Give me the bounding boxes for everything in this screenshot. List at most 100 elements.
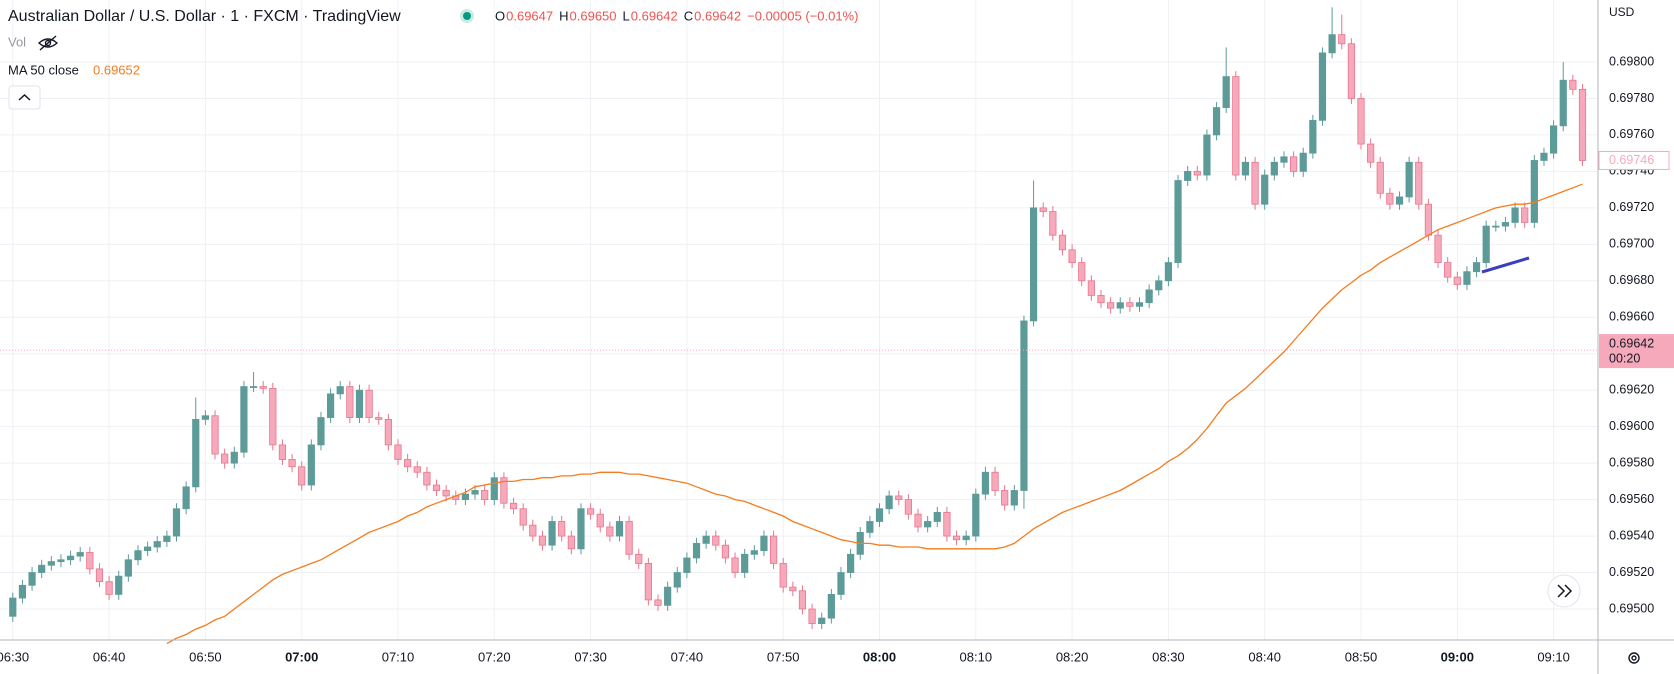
candle-body bbox=[500, 477, 508, 504]
x-tick-label: 08:40 bbox=[1248, 649, 1281, 664]
candle-body bbox=[384, 418, 392, 446]
candle-body bbox=[818, 617, 826, 624]
candle-body bbox=[1020, 320, 1028, 491]
candle-body bbox=[1058, 234, 1067, 251]
candle-body bbox=[481, 490, 489, 501]
candle-body bbox=[962, 535, 970, 541]
y-tick-label: 0.69720 bbox=[1609, 200, 1654, 214]
candle-body bbox=[548, 521, 556, 546]
candle-body bbox=[673, 572, 681, 588]
candle-body bbox=[991, 471, 999, 491]
candle-body bbox=[240, 386, 248, 453]
candle-body bbox=[1530, 160, 1538, 223]
candle-body bbox=[1251, 161, 1259, 205]
candle-body bbox=[1010, 490, 1018, 506]
x-tick-label: 08:00 bbox=[863, 649, 896, 664]
candle-body bbox=[972, 493, 980, 537]
candle-body bbox=[587, 508, 595, 515]
candle-body bbox=[1068, 249, 1076, 263]
candle-body bbox=[76, 552, 84, 557]
candle-body bbox=[18, 584, 27, 599]
y-tick-label: 0.69600 bbox=[1609, 419, 1654, 433]
candle-body bbox=[760, 535, 768, 552]
candle-body bbox=[153, 541, 161, 548]
y-tick-label: 0.69580 bbox=[1609, 455, 1654, 469]
candle-body bbox=[404, 459, 412, 468]
last-price-box bbox=[1598, 150, 1670, 170]
candle-body bbox=[1405, 161, 1413, 198]
last-price-label: 0.69746 bbox=[1609, 153, 1654, 167]
currency[interactable]: USD bbox=[1609, 5, 1635, 19]
candle-body bbox=[981, 471, 990, 495]
x-tick-label: 07:50 bbox=[767, 649, 800, 664]
x-tick-label: 07:30 bbox=[574, 649, 607, 664]
candle-body bbox=[1318, 52, 1327, 121]
candle-body bbox=[1434, 234, 1442, 263]
y-tick-label: 0.69700 bbox=[1609, 237, 1654, 251]
candle-body bbox=[288, 459, 296, 468]
candle-body bbox=[461, 493, 470, 501]
candle-body bbox=[442, 490, 450, 497]
candle-body bbox=[298, 466, 306, 486]
candle-body bbox=[731, 557, 739, 573]
candle-body bbox=[509, 502, 518, 510]
candle-body bbox=[519, 508, 527, 526]
ohlc-key: H bbox=[559, 8, 568, 23]
candle-body bbox=[875, 508, 884, 522]
x-tick-label: 06:40 bbox=[93, 649, 126, 664]
candle-body bbox=[615, 521, 624, 537]
hidden-icon[interactable] bbox=[37, 35, 59, 51]
candle-body bbox=[933, 511, 941, 522]
candle-body bbox=[1328, 34, 1336, 54]
x-tick-label: 06:30 bbox=[0, 649, 29, 664]
candle-body bbox=[558, 521, 566, 537]
candle-body bbox=[769, 535, 778, 564]
candle-body bbox=[47, 561, 55, 566]
candle-body bbox=[692, 542, 701, 559]
candle-body bbox=[1386, 192, 1394, 205]
candle-body bbox=[683, 557, 691, 573]
candle-body bbox=[895, 495, 903, 501]
candle-body bbox=[1395, 196, 1404, 205]
candle-body bbox=[1289, 156, 1298, 172]
candle-body bbox=[95, 568, 104, 583]
settings-icon[interactable] bbox=[1628, 652, 1640, 664]
collapse-icon bbox=[18, 93, 31, 101]
candle-body bbox=[1540, 152, 1548, 161]
candle-body bbox=[1087, 280, 1095, 296]
legend: Australian Dollar / U.S. Dollar · 1 · FX… bbox=[8, 8, 858, 110]
candle-body bbox=[1232, 76, 1240, 176]
candle-body bbox=[1212, 107, 1221, 136]
candle-body bbox=[1299, 152, 1307, 172]
y-tick-label: 0.69680 bbox=[1609, 273, 1654, 287]
y-tick-label: 0.69800 bbox=[1609, 54, 1654, 68]
candle-body bbox=[144, 546, 152, 552]
x-tick-label: 08:50 bbox=[1345, 649, 1378, 664]
candle-body bbox=[115, 575, 123, 595]
x-tick-label: 07:40 bbox=[671, 649, 704, 664]
candle-body bbox=[365, 389, 373, 418]
y-tick-label: 0.69560 bbox=[1609, 492, 1654, 506]
collapse-button[interactable] bbox=[8, 85, 41, 110]
y-tick-label: 0.69660 bbox=[1609, 310, 1654, 324]
candle-body bbox=[654, 599, 662, 606]
candle-body bbox=[1501, 222, 1510, 227]
ma-line bbox=[166, 183, 1583, 645]
candle-body bbox=[741, 553, 749, 573]
candle-body bbox=[1039, 207, 1047, 212]
candle-body bbox=[847, 553, 855, 573]
candle-body bbox=[307, 444, 315, 486]
candle-body bbox=[1164, 262, 1172, 282]
current-price-label: 0.69642 bbox=[1609, 336, 1654, 350]
y-tick-label: 0.69540 bbox=[1609, 528, 1654, 542]
candle-body bbox=[1280, 156, 1288, 163]
x-tick-label: 07:00 bbox=[285, 649, 318, 664]
candle-body bbox=[1569, 79, 1577, 90]
candle-body bbox=[1521, 207, 1529, 223]
candle-body bbox=[808, 608, 816, 624]
x-tick-label: 09:00 bbox=[1441, 649, 1474, 664]
candle-body bbox=[1184, 170, 1192, 181]
candle-body bbox=[326, 393, 335, 418]
drawn-trendline[interactable] bbox=[1481, 256, 1530, 274]
candle-body bbox=[1029, 207, 1038, 322]
